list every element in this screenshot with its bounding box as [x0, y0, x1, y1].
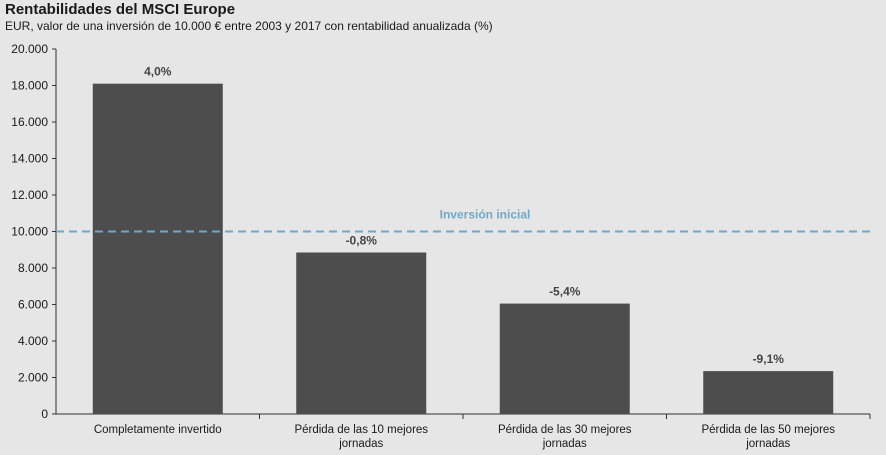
y-tick-label: 18.000 [11, 79, 48, 93]
y-tick-label: 12.000 [11, 188, 48, 202]
y-tick-label: 2.000 [18, 371, 48, 385]
y-tick-label: 10.000 [11, 225, 48, 239]
bar [92, 83, 223, 415]
bar [703, 371, 834, 414]
x-tick-label: Pérdida de las 50 mejores jornadas [701, 424, 835, 450]
y-tick-label: 0 [41, 407, 48, 421]
data-label: 4,0% [144, 65, 172, 79]
chart-title: Rentabilidades del MSCI Europe [5, 1, 236, 18]
bar [499, 303, 630, 414]
x-tick-label: Pérdida de las 30 mejores jornadas [498, 424, 632, 450]
y-tick-label: 14.000 [11, 152, 48, 166]
chart-subtitle: EUR, valor de una inversión de 10.000 € … [5, 19, 493, 33]
y-tick-label: 20.000 [11, 42, 48, 56]
x-tick-label: Completamente invertido [94, 424, 222, 436]
y-tick-label: 16.000 [11, 115, 48, 129]
data-label: -5,4% [549, 285, 581, 299]
data-label: -0,8% [346, 233, 378, 247]
y-tick-label: 6.000 [18, 298, 48, 312]
data-label: -9,1% [753, 352, 785, 366]
reference-line-label: Inversión inicial [440, 208, 531, 222]
y-tick-label: 4.000 [18, 334, 48, 348]
x-tick-label: Pérdida de las 10 mejores jornadas [294, 424, 428, 450]
bar [296, 252, 427, 414]
y-tick-label: 8.000 [18, 261, 48, 275]
